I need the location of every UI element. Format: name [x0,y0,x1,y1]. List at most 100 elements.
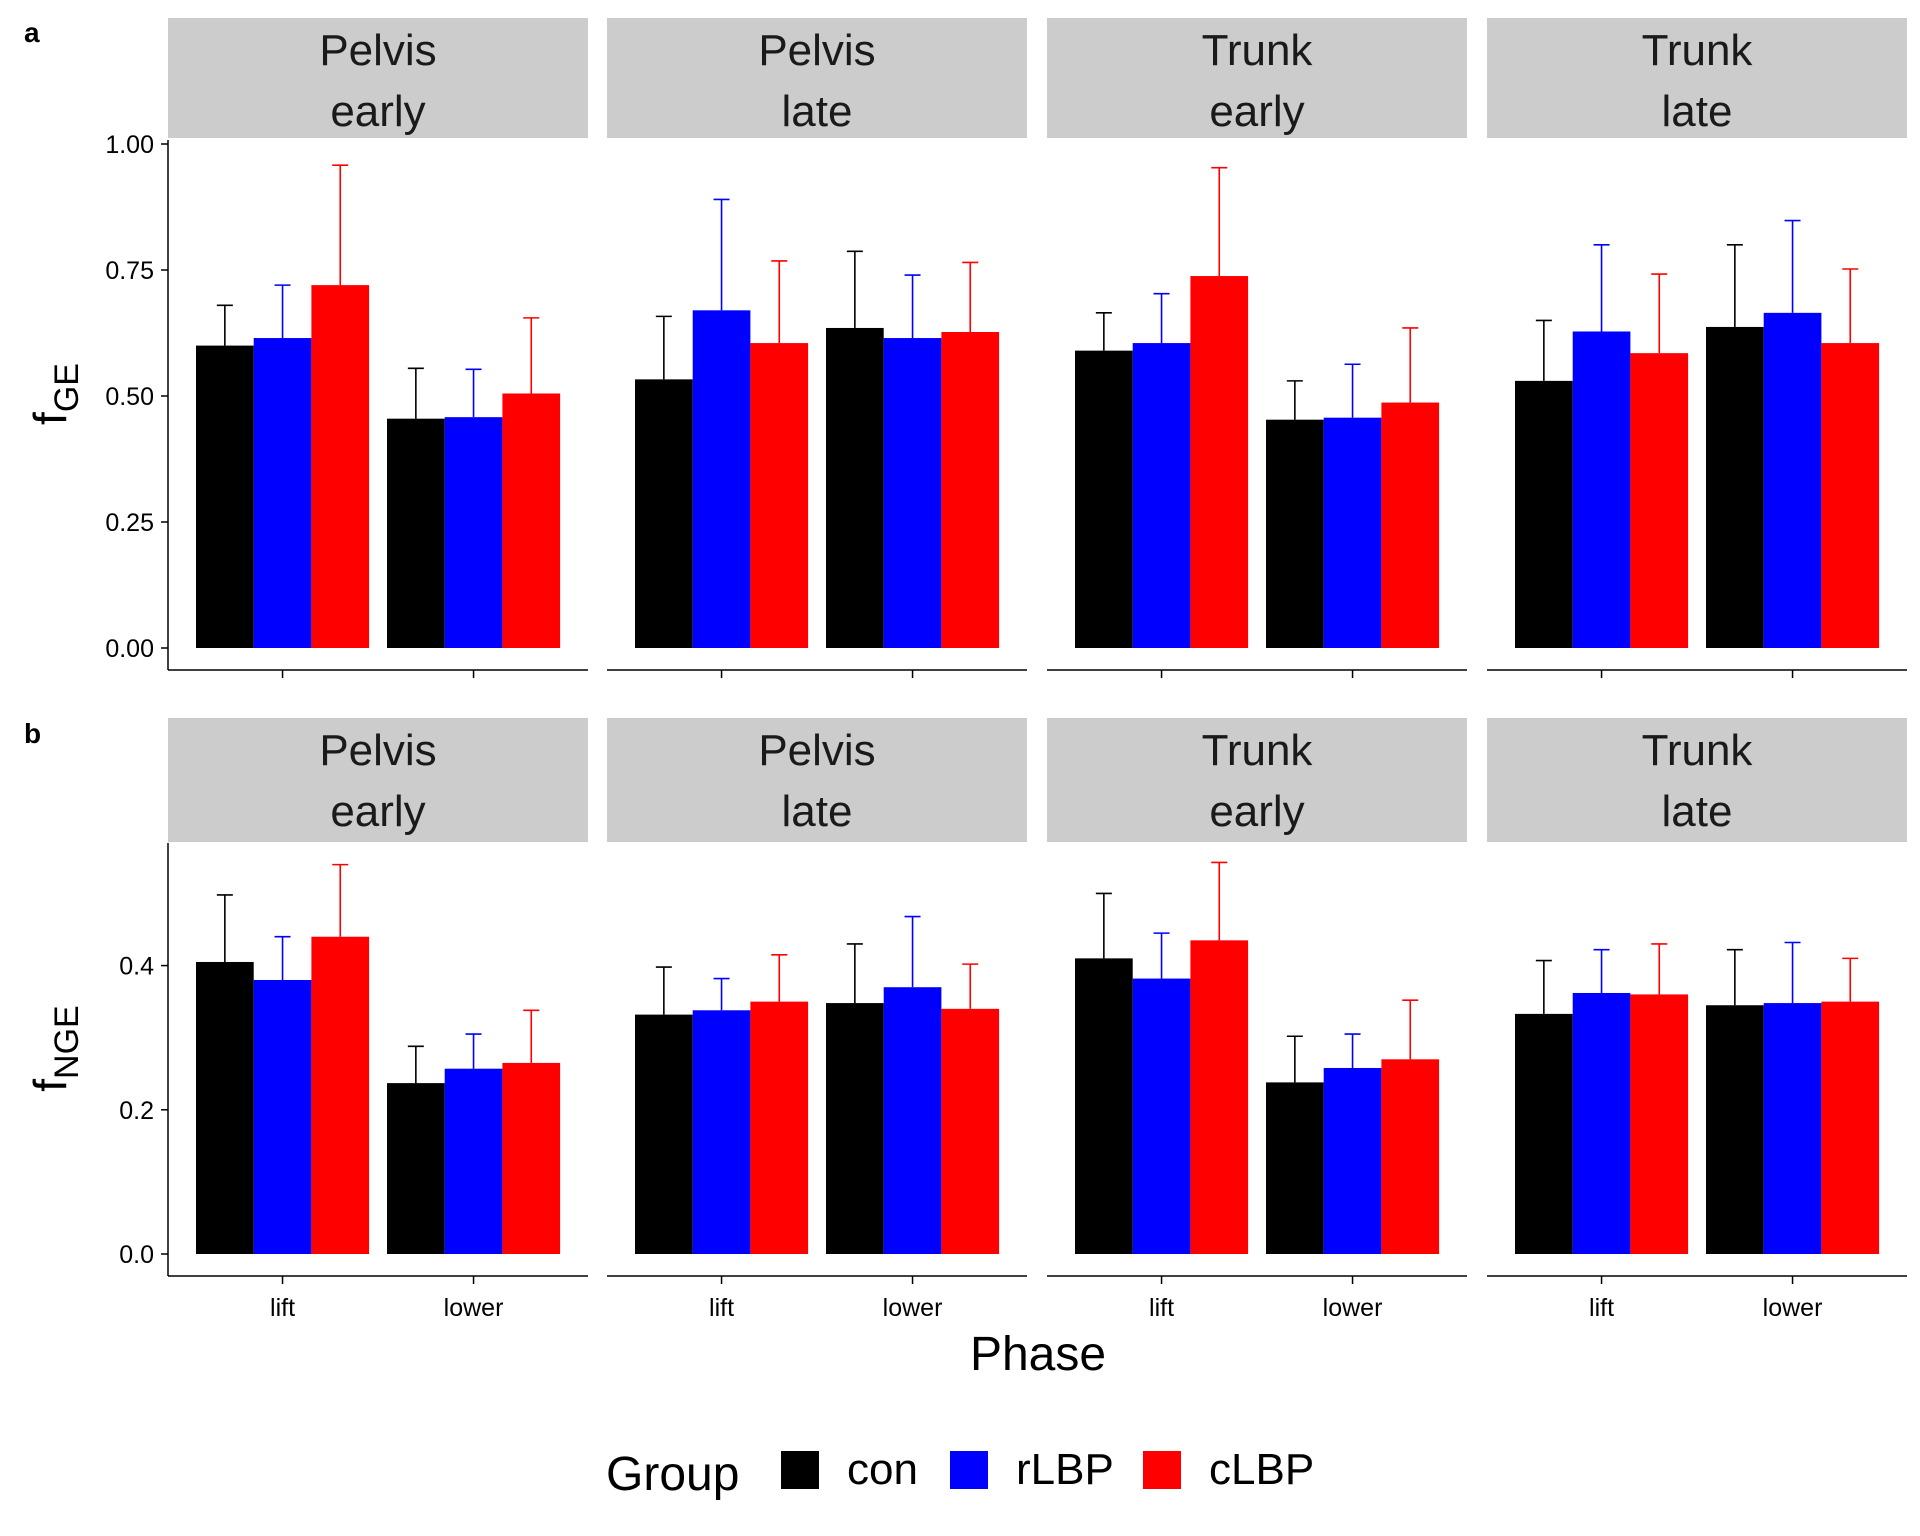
y-tick-label: 0.25 [105,509,154,537]
bar-con-lift [1515,1013,1573,1254]
x-tick-label: lower [1763,1294,1823,1322]
facet-strip [1487,718,1907,842]
bar-con-lower [1706,326,1764,648]
facet-strip [1047,18,1467,138]
facet-title-line: early [1209,787,1304,836]
facet-trunk-late: Trunk late lift lower [1487,718,1907,1322]
bar-con-lower [1706,1005,1764,1254]
bar-cLBP-lower [1381,402,1440,648]
bar-con-lift [196,345,254,648]
facet-title-line: Pelvis [319,726,436,775]
facet-title-line: Trunk [1202,26,1314,75]
y-tick-label: 0.75 [105,257,154,285]
facet-title-line: late [1662,87,1733,136]
bar-cLBP-lower [1381,1059,1440,1254]
y-tick-label: 1.00 [105,131,154,159]
x-tick-label: lift [709,1294,734,1322]
y-tick-label: 0.50 [105,383,154,411]
facet-trunk-early: Trunk early [1047,18,1467,678]
legend-label-rLBP: rLBP [1016,1445,1114,1494]
legend-swatch-con [781,1451,819,1489]
legend-items: con rLBP cLBP [781,1445,1314,1494]
bar-cLBP-lower [941,1008,1000,1254]
panel-label-b: b [24,718,41,749]
legend-swatch-rLBP [950,1451,988,1489]
bar-rLBP-lift [1132,343,1191,648]
x-tick-label: lift [1149,1294,1174,1322]
facet-title-line: Pelvis [758,726,875,775]
panel-a: afGE0.000.250.500.751.00PelvisearlyPelvi… [24,17,1907,678]
facet-strip [1047,718,1467,842]
bar-rLBP-lower [1323,417,1382,648]
panel-label-a: a [24,17,40,48]
facet-title-line: Trunk [1642,726,1754,775]
facet-pelvis-early: Pelvis early lift lower [168,718,588,1322]
facet-title-line: Pelvis [758,26,875,75]
y-axis-title-b: fNGE [24,1005,86,1091]
bar-rLBP-lift [1572,992,1631,1254]
facet-title-line: Trunk [1202,726,1314,775]
bar-rLBP-lower [883,987,942,1254]
bar-cLBP-lower [1821,1001,1880,1254]
y-tick-label: 0.4 [119,953,154,981]
bar-con-lift [1075,350,1133,648]
facet-title-line: early [330,87,425,136]
bar-con-lift [1515,380,1573,648]
bar-rLBP-lift [253,980,312,1254]
legend-label-cLBP: cLBP [1209,1445,1314,1494]
bar-rLBP-lift [692,1010,751,1254]
facet-title-line: Trunk [1642,26,1754,75]
x-tick-label: lower [1323,1294,1383,1322]
x-tick-label: lift [1589,1294,1614,1322]
legend: Group con rLBP cLBP [606,1445,1314,1501]
bar-con-lower [1266,1082,1324,1254]
x-tick-label: lower [444,1294,504,1322]
facet-strip [168,18,588,138]
bar-rLBP-lower [1323,1067,1382,1254]
x-tick-label: lift [270,1294,295,1322]
facet-strip [168,718,588,842]
bar-rLBP-lower [1763,312,1822,648]
bar-con-lift [635,379,693,648]
bar-cLBP-lift [311,285,370,648]
bar-con-lower [387,418,445,648]
facet-strip [1487,18,1907,138]
facet-title-line: late [782,787,853,836]
bar-con-lift [635,1014,693,1254]
bar-rLBP-lower [444,417,503,648]
bar-cLBP-lower [941,331,1000,648]
facet-strip [607,18,1027,138]
legend-swatch-cLBP [1143,1451,1181,1489]
facet-title-line: early [1209,87,1304,136]
bar-con-lift [1075,958,1133,1254]
facet-strip [607,718,1027,842]
y-tick-label: 0.2 [119,1097,154,1125]
y-tick-label: 0.00 [105,635,154,663]
bar-cLBP-lower [502,1062,561,1254]
legend-title: Group [606,1448,739,1501]
bar-cLBP-lift [750,1001,809,1254]
bar-con-lower [826,1003,884,1254]
facet-title-line: early [330,787,425,836]
facet-title-line: late [782,87,853,136]
bar-rLBP-lower [883,338,942,648]
bar-con-lift [196,961,254,1254]
bar-cLBP-lift [311,936,370,1254]
plot-layer: afGE0.000.250.500.751.00PelvisearlyPelvi… [24,17,1907,1322]
bar-con-lower [826,327,884,648]
x-axis-title: Phase [970,1328,1106,1381]
y-axis-title-a: fGE [24,363,86,425]
legend-label-con: con [847,1445,918,1494]
bar-con-lower [387,1083,445,1254]
bar-cLBP-lift [750,343,809,648]
bar-rLBP-lift [1132,978,1191,1254]
bar-con-lower [1266,419,1324,648]
bar-rLBP-lower [1763,1003,1822,1254]
facet-pelvis-early: Pelvis early [168,18,588,678]
bar-cLBP-lift [1190,940,1249,1254]
facet-title-line: Pelvis [319,26,436,75]
bar-cLBP-lower [502,393,561,648]
x-tick-label: lower [883,1294,943,1322]
